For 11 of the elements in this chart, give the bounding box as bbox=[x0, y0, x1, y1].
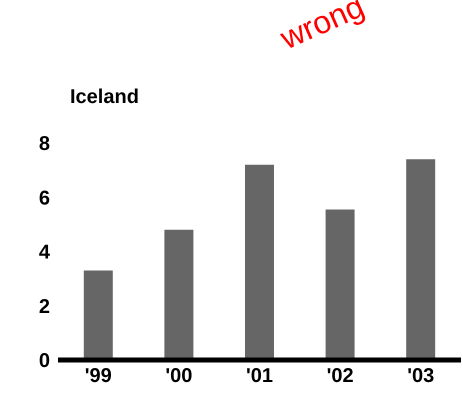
x-tick-label: '01 bbox=[246, 365, 274, 388]
y-tick-label: 8 bbox=[38, 133, 50, 156]
y-tick-label: 6 bbox=[38, 187, 50, 210]
x-tick-label: '03 bbox=[407, 365, 434, 388]
x-tick-label: '00 bbox=[165, 365, 192, 388]
y-tick-label: 4 bbox=[38, 242, 51, 264]
y-tick-label: 2 bbox=[38, 296, 50, 318]
chart-title: Iceland bbox=[70, 86, 139, 109]
x-tick-label: '99 bbox=[84, 365, 112, 388]
x-tick-label: '02 bbox=[326, 365, 354, 388]
y-tick-label: 0 bbox=[38, 350, 50, 372]
